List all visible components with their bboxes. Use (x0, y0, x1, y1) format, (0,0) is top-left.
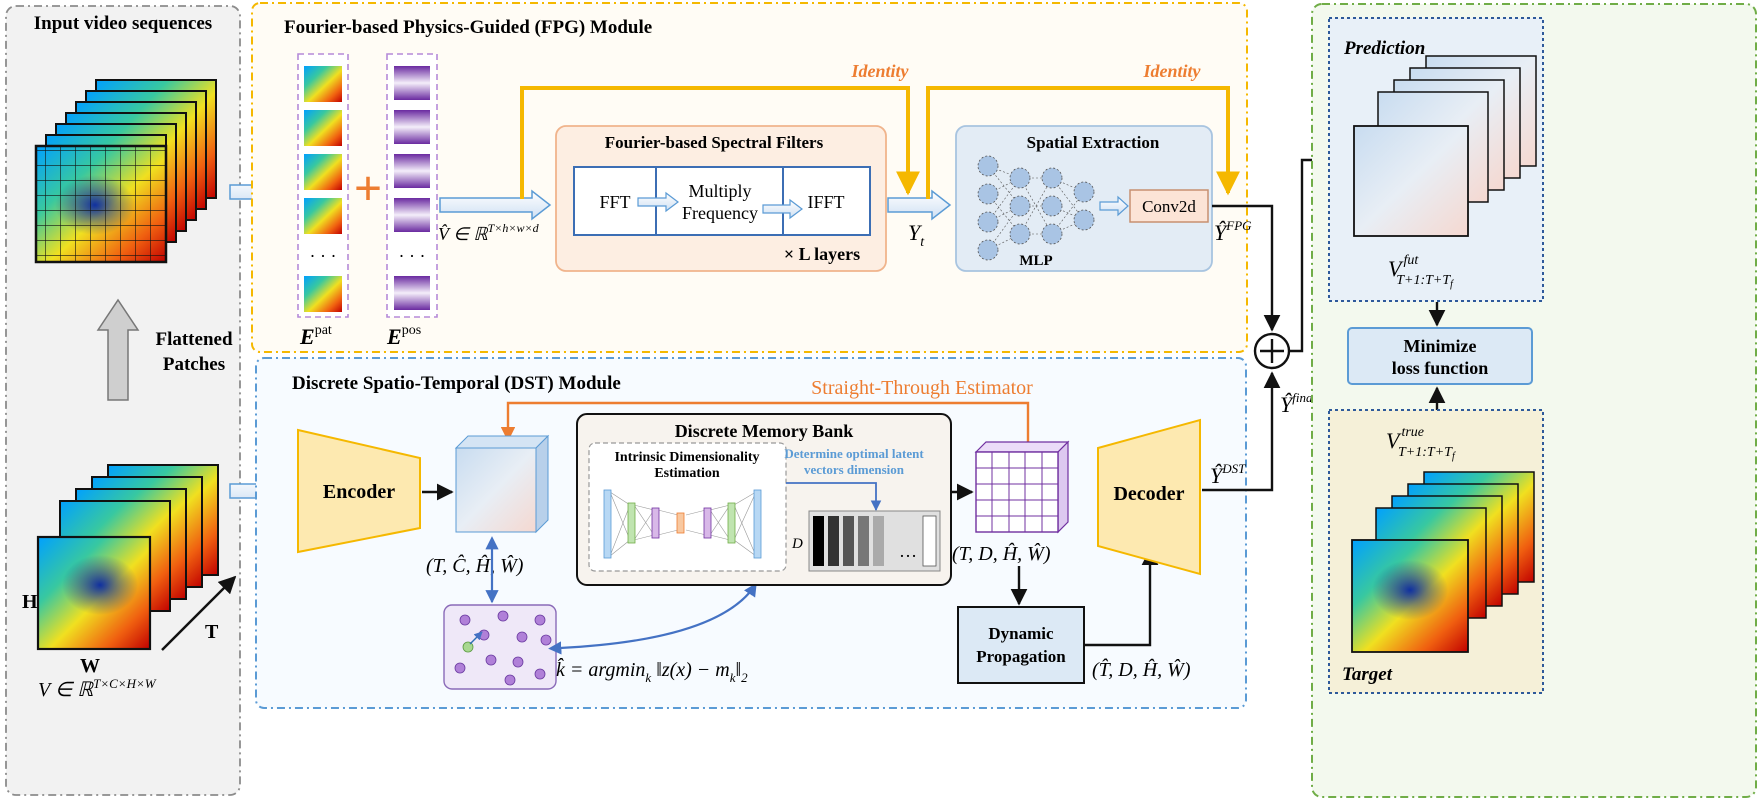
multiply-label-2: Frequency (682, 203, 758, 223)
spectral-filters-title: Fourier-based Spectral Filters (605, 133, 824, 152)
prediction-frames (1353, 55, 1537, 237)
patch-tile (304, 66, 342, 102)
ifft-label: IFFT (807, 192, 844, 212)
v-hat-label: V̂ ∈ ℝT×h×w×d (438, 221, 540, 244)
fft-label: FFT (599, 192, 630, 212)
prediction-label: Prediction (1343, 38, 1425, 59)
target-label: Target (1342, 664, 1393, 685)
y-dst-label: ŶDST (1210, 461, 1246, 488)
flatten-label-1: Flattened (155, 329, 232, 350)
patch-tile (304, 276, 342, 312)
minimize-label-2: loss function (1392, 358, 1489, 378)
patch-tile (304, 110, 342, 146)
flatten-arrow (96, 298, 140, 401)
layers-label: × L layers (784, 244, 860, 264)
flatten-label-2: Patches (163, 354, 225, 375)
ste-label: Straight-Through Estimator (811, 377, 1033, 399)
tuple-2: (T, D, Ĥ, Ŵ) (952, 541, 1051, 565)
patched-frames-stack (34, 79, 217, 264)
conv2d-block (1129, 189, 1209, 223)
position-tile (394, 154, 430, 188)
dynamic-propagation-block (957, 606, 1085, 684)
dst-to-sum-arrow (1202, 371, 1281, 492)
latent-cube (454, 434, 550, 534)
tuple-3: (T̂, D, Ĥ, Ŵ) (1092, 657, 1191, 681)
memory-lookup-link (548, 582, 757, 655)
ide-label-2: Estimation (654, 466, 720, 481)
decoder-block (1097, 418, 1201, 576)
identity-skip-2 (926, 86, 1240, 199)
tuple-1: (T, Ĉ, Ĥ, Ŵ) (426, 553, 524, 577)
fpg-to-sum-arrow (1212, 204, 1281, 332)
position-ellipsis: · · · (399, 246, 426, 266)
d-label: D (791, 536, 803, 552)
dim-h-label: H (22, 591, 38, 613)
target-frames (1351, 471, 1535, 653)
encoder-block (297, 428, 421, 554)
decoder-label: Decoder (1113, 483, 1184, 505)
loss-block (1347, 327, 1533, 385)
autoencoder-icon (603, 489, 762, 559)
input-formula: V ∈ ℝT×C×H×W (38, 676, 157, 701)
memory-vectors (808, 510, 941, 572)
identity-label-2: Identity (1143, 61, 1202, 81)
position-tile (394, 110, 430, 144)
mlp-label: MLP (1019, 253, 1052, 269)
determine-label-1: Determine optimal latent (784, 446, 924, 461)
patch-tile (304, 198, 342, 234)
memory-bank-title: Discrete Memory Bank (675, 421, 854, 441)
ide-label-1: Intrinsic Dimensionality (614, 450, 759, 465)
input-frames-stack (36, 464, 219, 651)
time-axis-arrow (161, 575, 237, 651)
fpg-title: Fourier-based Physics-Guided (FPG) Modul… (284, 17, 652, 38)
determine-label-2: vectors dimension (804, 462, 905, 477)
identity-label-1: Identity (851, 61, 910, 81)
dim-t-label: T (205, 621, 219, 643)
spatial-extraction-title: Spatial Extraction (1027, 133, 1160, 152)
discrete-latent-cube (974, 440, 1070, 534)
y-fpg-label: ŶFPG (1214, 218, 1252, 245)
fpg-module: Fourier-based Physics-Guided (FPG) Modul… (251, 2, 1252, 353)
position-tile (394, 66, 430, 100)
y-final-label: Ŷfinal (1280, 390, 1316, 417)
dim-w-label: W (80, 655, 100, 677)
plus-icon: + (354, 160, 383, 216)
encoder-label: Encoder (323, 481, 395, 503)
identity-skip-1 (520, 86, 920, 199)
sum-node (1253, 332, 1291, 370)
ste-arrow (500, 401, 1030, 443)
dynamic-label-2: Propagation (976, 647, 1066, 666)
yt-label: Yt (908, 220, 925, 250)
e-pos-label: Epos (386, 323, 421, 349)
dst-title: Discrete Spatio-Temporal (DST) Module (292, 373, 621, 394)
position-tile (394, 198, 430, 232)
input-panel-title: Input video sequences (34, 13, 212, 34)
multiply-label-1: Multiply (688, 181, 751, 201)
position-tile (394, 276, 430, 310)
patch-tile (304, 154, 342, 190)
e-pat-label: Epat (299, 323, 332, 349)
dst-module: Discrete Spatio-Temporal (DST) Module St… (255, 357, 1247, 709)
k-formula: k̂ = argmink ‖z(x) − mk‖2 (556, 657, 748, 685)
conv2d-label: Conv2d (1142, 197, 1196, 216)
dynamic-label-1: Dynamic (988, 624, 1054, 643)
input-panel: Input video sequences Flattened Patches (5, 5, 241, 796)
patch-ellipsis: · · · (310, 246, 337, 266)
minimize-label-1: Minimize (1404, 336, 1477, 356)
yt-arrow (887, 189, 952, 221)
vector-dots: … (899, 541, 917, 561)
